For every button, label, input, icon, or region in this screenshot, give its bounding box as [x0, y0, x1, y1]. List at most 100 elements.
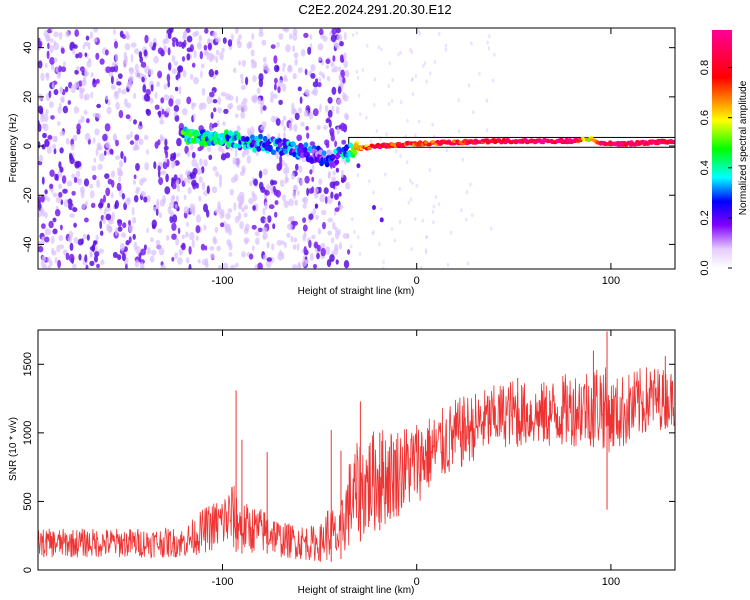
noise-speck — [473, 146, 476, 150]
noise-speck — [293, 123, 298, 132]
noise-speck — [307, 46, 312, 55]
noise-speck — [56, 244, 61, 253]
noise-speck — [279, 179, 285, 187]
noise-speck — [117, 254, 122, 261]
noise-speck — [154, 141, 159, 149]
noise-speck — [71, 190, 76, 196]
noise-speck — [393, 238, 396, 243]
noise-speck — [59, 244, 64, 250]
noise-speck — [144, 162, 149, 171]
noise-speck — [344, 31, 347, 41]
noise-speck — [283, 77, 289, 82]
noise-speck — [51, 250, 57, 256]
noise-speck — [273, 64, 280, 73]
noise-speck — [334, 140, 337, 148]
colorbar-ticks: 0.0 0.2 0.4 0.6 0.8 — [699, 60, 732, 276]
noise-speck — [300, 121, 305, 127]
noise-speck — [47, 265, 51, 269]
x-tick-label: 100 — [602, 275, 620, 287]
noise-speck — [43, 113, 49, 122]
ridge-cell — [334, 159, 340, 165]
noise-speck — [331, 28, 337, 35]
noise-speck — [327, 109, 333, 118]
noise-speck — [144, 134, 149, 141]
noise-speck — [186, 47, 192, 53]
noise-speck — [273, 83, 277, 91]
noise-speck — [450, 230, 453, 235]
noise-speck — [110, 170, 116, 178]
noise-speck — [488, 34, 491, 39]
y-tick-label: 1000 — [22, 421, 34, 445]
ridge-cell — [344, 144, 350, 150]
noise-speck — [227, 39, 233, 47]
noise-speck — [318, 28, 324, 35]
noise-speck — [298, 165, 303, 173]
noise-speck — [206, 146, 212, 152]
y-tick-label: 0 — [22, 143, 34, 149]
noise-speck — [308, 213, 314, 220]
ridge-cell — [452, 139, 457, 143]
noise-speck — [180, 244, 186, 250]
noise-speck — [270, 44, 276, 49]
noise-speck — [167, 206, 172, 214]
noise-speck — [243, 227, 249, 235]
noise-speck — [339, 54, 344, 63]
snr-frame — [37, 329, 676, 571]
ridge-cell — [326, 149, 332, 155]
noise-speck — [351, 217, 354, 222]
noise-speck — [120, 151, 124, 159]
noise-speck — [90, 72, 94, 78]
noise-speck — [73, 106, 80, 114]
noise-speck — [178, 248, 184, 256]
noise-speck — [93, 28, 98, 33]
noise-speck — [460, 208, 463, 213]
noise-speck — [162, 38, 166, 45]
noise-speck — [257, 227, 263, 233]
noise-speck — [384, 172, 387, 177]
ridge-cell — [298, 142, 303, 149]
noise-speck — [398, 186, 401, 191]
noise-speck — [330, 191, 334, 199]
noise-speck — [342, 77, 346, 84]
noise-speck — [85, 264, 89, 269]
noise-speck — [294, 112, 300, 121]
noise-speck — [92, 78, 96, 84]
noise-speck — [114, 202, 117, 209]
noise-speck — [310, 64, 316, 72]
noise-speck — [297, 190, 300, 196]
noise-speck — [274, 211, 278, 218]
noise-speck — [487, 46, 491, 51]
noise-speck — [311, 164, 315, 173]
noise-speck — [191, 102, 197, 108]
noise-speck — [111, 61, 118, 67]
noise-speck — [270, 179, 274, 186]
noise-speck — [233, 202, 237, 211]
ridge-cell — [199, 140, 204, 147]
noise-speck — [48, 220, 54, 229]
noise-speck — [304, 68, 308, 76]
noise-speck — [95, 52, 100, 60]
noise-speck — [368, 179, 371, 184]
noise-speck — [287, 223, 293, 231]
noise-speck — [175, 74, 179, 81]
noise-speck — [190, 142, 194, 151]
noise-speck — [72, 207, 78, 213]
noise-speck — [414, 133, 417, 138]
noise-speck — [407, 200, 410, 205]
ridge-cell — [233, 143, 239, 149]
noise-speck — [124, 98, 128, 107]
noise-speck — [53, 89, 59, 96]
noise-speck — [219, 179, 222, 188]
noise-speck — [468, 83, 471, 88]
noise-speck — [260, 107, 263, 115]
colorbar — [712, 30, 732, 268]
noise-speck — [400, 100, 403, 105]
ridge-cell — [430, 140, 435, 144]
noise-speck — [241, 251, 246, 258]
noise-speck — [186, 221, 189, 228]
ridge-cell — [352, 149, 358, 156]
noise-speck — [266, 67, 271, 73]
noise-speck — [165, 107, 171, 113]
noise-speck — [105, 49, 109, 56]
noise-speck — [57, 121, 61, 126]
